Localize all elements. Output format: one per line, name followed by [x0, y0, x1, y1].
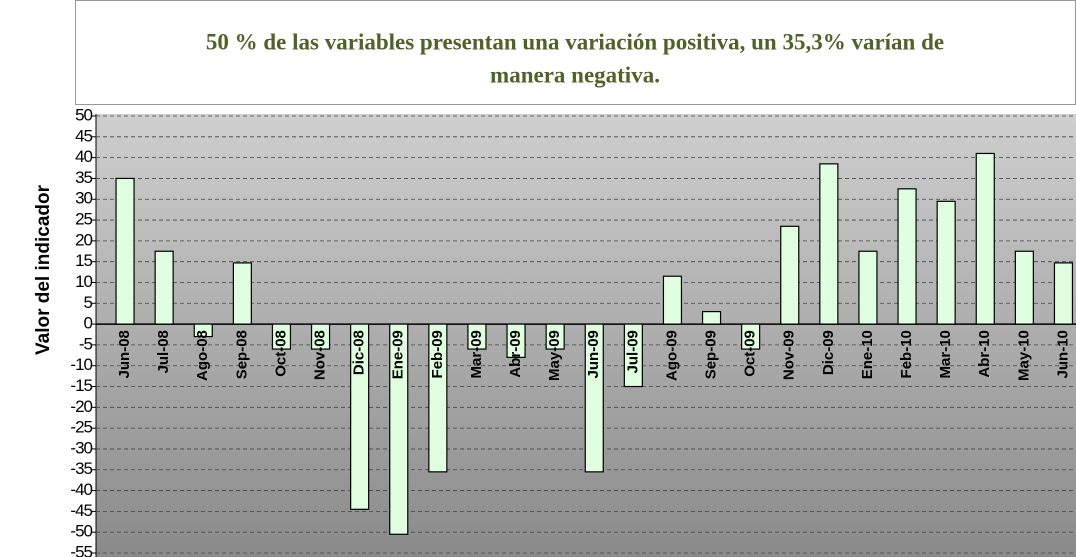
y-tick-label: 15 — [75, 251, 92, 270]
bar — [623, 323, 643, 388]
x-tick-label: Abr-09 — [507, 330, 524, 378]
bar — [350, 323, 370, 510]
y-tick-label: -15 — [70, 376, 92, 395]
bar — [428, 323, 448, 473]
x-tick-label: Jul-08 — [155, 330, 172, 373]
x-tick-label: Jun-09 — [585, 330, 602, 378]
bar — [741, 323, 761, 350]
bar — [1053, 262, 1074, 325]
y-tick-label: -25 — [70, 418, 92, 437]
annotation-box — [75, 0, 1076, 105]
y-tick-label: 5 — [84, 293, 93, 312]
bar — [271, 323, 292, 350]
x-tick-label: Abr-10 — [976, 330, 993, 378]
bar — [662, 275, 683, 325]
bar — [506, 323, 526, 358]
y-tick-label: -10 — [70, 355, 92, 374]
y-tick-label: 10 — [75, 272, 92, 291]
bar — [232, 262, 252, 325]
bar — [389, 323, 409, 535]
y-tick-label: -30 — [70, 438, 92, 457]
y-tick-label: 20 — [75, 230, 92, 249]
bar — [310, 323, 331, 350]
y-tick-label: 40 — [75, 147, 92, 166]
bar — [193, 323, 213, 338]
y-tick-label: -50 — [70, 522, 92, 541]
x-tick-label: Jun-08 — [116, 330, 133, 378]
x-tick-label: Nov-08 — [312, 330, 329, 380]
y-tick-label: -35 — [70, 459, 92, 478]
y-tick-label: -55 — [70, 542, 92, 557]
y-tick-label: -40 — [70, 480, 92, 499]
bar — [467, 323, 487, 350]
annotation: manera negativa. — [490, 62, 660, 87]
x-tick-label: Jul-09 — [624, 330, 641, 373]
x-tick-label: Oct-08 — [272, 330, 289, 377]
bar — [1014, 250, 1034, 325]
x-tick-label: Sep-08 — [233, 330, 250, 379]
x-tick-label: Jun-10 — [1054, 330, 1071, 378]
y-tick-label: 30 — [75, 189, 92, 208]
y-tick-label: 25 — [75, 210, 92, 229]
y-tick-label: 45 — [75, 126, 92, 145]
x-tick-label: Ago-09 — [663, 330, 680, 381]
y-tick-label: -45 — [70, 501, 92, 520]
bar — [584, 323, 604, 473]
x-tick-label: Ene-09 — [390, 330, 407, 379]
bar — [545, 323, 565, 350]
x-tick-label: Feb-09 — [429, 330, 446, 378]
x-tick-label: Mar-09 — [468, 330, 485, 378]
bar — [780, 225, 800, 325]
x-tick-label: Feb-10 — [898, 330, 915, 378]
x-tick-label: Nov-09 — [781, 330, 798, 380]
y-tick-label: 50 — [75, 105, 92, 124]
y-tick-label: -20 — [70, 397, 92, 416]
bar — [154, 250, 174, 325]
bar — [858, 250, 878, 325]
x-tick-label: Mar-10 — [937, 330, 954, 378]
x-tick-label: Sep-09 — [703, 330, 720, 379]
x-tick-label: Dic-09 — [820, 330, 837, 375]
x-tick-label: Oct-09 — [742, 330, 759, 377]
bar — [975, 152, 995, 325]
y-tick-label: 0 — [84, 314, 93, 333]
bar — [701, 311, 722, 325]
x-tick-label: Ago-08 — [194, 330, 211, 381]
x-tick-label: May-09 — [546, 330, 563, 381]
x-tick-label: Ene-10 — [859, 330, 876, 379]
y-axis-title: Valor del indicador — [33, 184, 54, 355]
x-tick-label: May-10 — [1015, 330, 1032, 381]
bar — [897, 188, 917, 325]
bar — [115, 177, 135, 325]
x-tick-label: Dic-08 — [351, 330, 368, 375]
bar — [936, 200, 956, 325]
y-tick-label: 35 — [75, 168, 92, 187]
y-tick-label: -5 — [79, 334, 93, 353]
bar — [819, 163, 839, 325]
annotation: 50 % de las variables presentan una vari… — [206, 29, 944, 54]
